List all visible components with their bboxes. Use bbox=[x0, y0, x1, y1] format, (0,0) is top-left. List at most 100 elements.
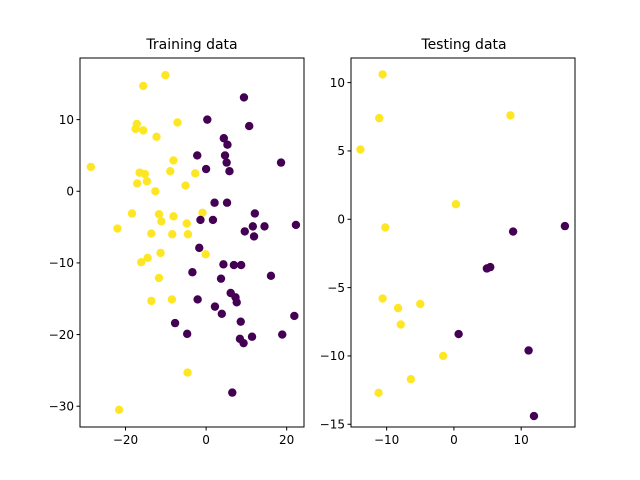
training-point-class-0 bbox=[217, 309, 227, 318]
training-point-class-1 bbox=[168, 230, 177, 239]
training-point-class-0 bbox=[249, 232, 259, 241]
training-point-class-0 bbox=[225, 167, 234, 176]
training-point-class-0 bbox=[182, 329, 192, 339]
training-point-class-0 bbox=[210, 302, 220, 311]
training-point-class-0 bbox=[193, 295, 202, 304]
training-point-class-1 bbox=[198, 208, 207, 217]
testing-y-tick-label: −10 bbox=[320, 349, 345, 363]
training-point-class-1 bbox=[154, 273, 164, 283]
training-point-class-0 bbox=[236, 317, 245, 326]
training-panel: Training data −20 0 20 10 0 −10 −20 −30 bbox=[49, 37, 305, 447]
training-point-class-1 bbox=[191, 169, 200, 178]
testing-y-tick-label: −15 bbox=[320, 418, 345, 432]
training-point-class-1 bbox=[142, 177, 152, 186]
training-point-class-1 bbox=[133, 179, 142, 188]
training-point-class-0 bbox=[291, 220, 301, 230]
training-point-class-1 bbox=[183, 230, 193, 239]
training-point-class-0 bbox=[276, 158, 286, 167]
training-point-class-1 bbox=[169, 156, 178, 165]
testing-point-class-1 bbox=[381, 223, 390, 232]
training-point-class-0 bbox=[260, 222, 269, 231]
training-point-class-1 bbox=[166, 167, 175, 176]
training-point-class-1 bbox=[173, 118, 182, 127]
training-point-class-1 bbox=[167, 295, 177, 304]
training-point-class-0 bbox=[170, 318, 180, 328]
training-y-tick-label: 0 bbox=[66, 185, 74, 199]
training-point-class-1 bbox=[113, 224, 122, 233]
testing-point-class-1 bbox=[506, 111, 515, 120]
training-point-class-0 bbox=[193, 151, 202, 160]
training-point-class-0 bbox=[278, 330, 287, 339]
testing-x-tick-label: 0 bbox=[450, 433, 458, 447]
testing-x-tick-label: −10 bbox=[374, 433, 399, 447]
testing-point-class-0 bbox=[454, 329, 463, 339]
training-point-class-1 bbox=[140, 169, 150, 179]
training-point-class-1 bbox=[143, 253, 152, 263]
training-point-class-0 bbox=[219, 260, 228, 269]
training-point-class-1 bbox=[154, 210, 164, 219]
training-axes-frame bbox=[79, 57, 305, 428]
training-point-class-0 bbox=[239, 93, 249, 102]
testing-point-class-1 bbox=[451, 200, 461, 209]
testing-point-class-1 bbox=[356, 145, 365, 154]
training-point-class-1 bbox=[147, 229, 156, 238]
training-point-class-0 bbox=[222, 198, 232, 207]
training-point-class-1 bbox=[139, 81, 148, 91]
training-title: Training data bbox=[145, 37, 237, 53]
training-y-tick-label: −20 bbox=[49, 328, 74, 342]
testing-x-tick-label: 10 bbox=[514, 433, 529, 447]
training-point-class-0 bbox=[232, 298, 241, 307]
training-point-class-1 bbox=[86, 162, 96, 172]
training-point-class-1 bbox=[114, 405, 124, 414]
training-y-tick-label: 10 bbox=[59, 113, 74, 127]
training-point-class-0 bbox=[219, 134, 229, 143]
training-point-class-0 bbox=[228, 388, 237, 397]
testing-point-class-1 bbox=[378, 294, 387, 303]
training-point-class-1 bbox=[156, 248, 165, 258]
training-point-class-0 bbox=[216, 274, 226, 283]
training-point-class-0 bbox=[203, 115, 212, 124]
testing-point-class-1 bbox=[378, 70, 387, 79]
training-point-class-1 bbox=[169, 212, 178, 221]
testing-point-class-1 bbox=[393, 303, 403, 313]
training-point-class-0 bbox=[188, 268, 197, 277]
training-point-class-0 bbox=[222, 158, 231, 167]
training-x-tick-label: 20 bbox=[279, 433, 294, 447]
training-point-class-0 bbox=[229, 260, 239, 270]
testing-y-tick-label: 10 bbox=[330, 76, 345, 90]
testing-point-class-1 bbox=[396, 320, 405, 329]
training-point-class-0 bbox=[290, 311, 299, 321]
training-point-class-0 bbox=[201, 164, 211, 174]
testing-point-class-1 bbox=[416, 299, 425, 309]
testing-panel: Testing data −10 0 10 10 5 0 −5 −10 −15 bbox=[320, 37, 576, 447]
testing-point-class-0 bbox=[486, 262, 495, 272]
testing-point-class-1 bbox=[374, 388, 383, 398]
training-point-class-0 bbox=[266, 271, 276, 281]
training-point-class-1 bbox=[127, 209, 137, 218]
training-point-class-1 bbox=[201, 250, 210, 259]
training-point-class-1 bbox=[152, 132, 161, 142]
training-point-class-1 bbox=[131, 124, 140, 134]
testing-point-class-1 bbox=[375, 113, 384, 123]
training-point-class-0 bbox=[240, 227, 249, 236]
training-y-tick-label: −30 bbox=[49, 400, 74, 414]
training-point-class-1 bbox=[181, 181, 190, 190]
training-point-class-1 bbox=[147, 296, 156, 306]
training-point-class-1 bbox=[183, 368, 192, 377]
training-point-class-0 bbox=[239, 338, 248, 348]
training-point-class-0 bbox=[245, 121, 254, 131]
training-x-tick-label: −20 bbox=[113, 433, 138, 447]
testing-title: Testing data bbox=[420, 37, 506, 53]
training-point-class-1 bbox=[182, 219, 191, 228]
training-point-class-0 bbox=[250, 209, 260, 218]
training-point-class-0 bbox=[196, 215, 205, 225]
training-point-class-1 bbox=[137, 258, 146, 267]
training-point-class-0 bbox=[236, 260, 246, 270]
testing-point-class-1 bbox=[438, 351, 448, 361]
training-point-class-0 bbox=[195, 243, 204, 253]
training-y-tick-label: −10 bbox=[49, 256, 74, 270]
training-point-class-0 bbox=[220, 151, 230, 160]
testing-point-class-0 bbox=[560, 221, 570, 231]
training-point-class-0 bbox=[248, 222, 258, 231]
